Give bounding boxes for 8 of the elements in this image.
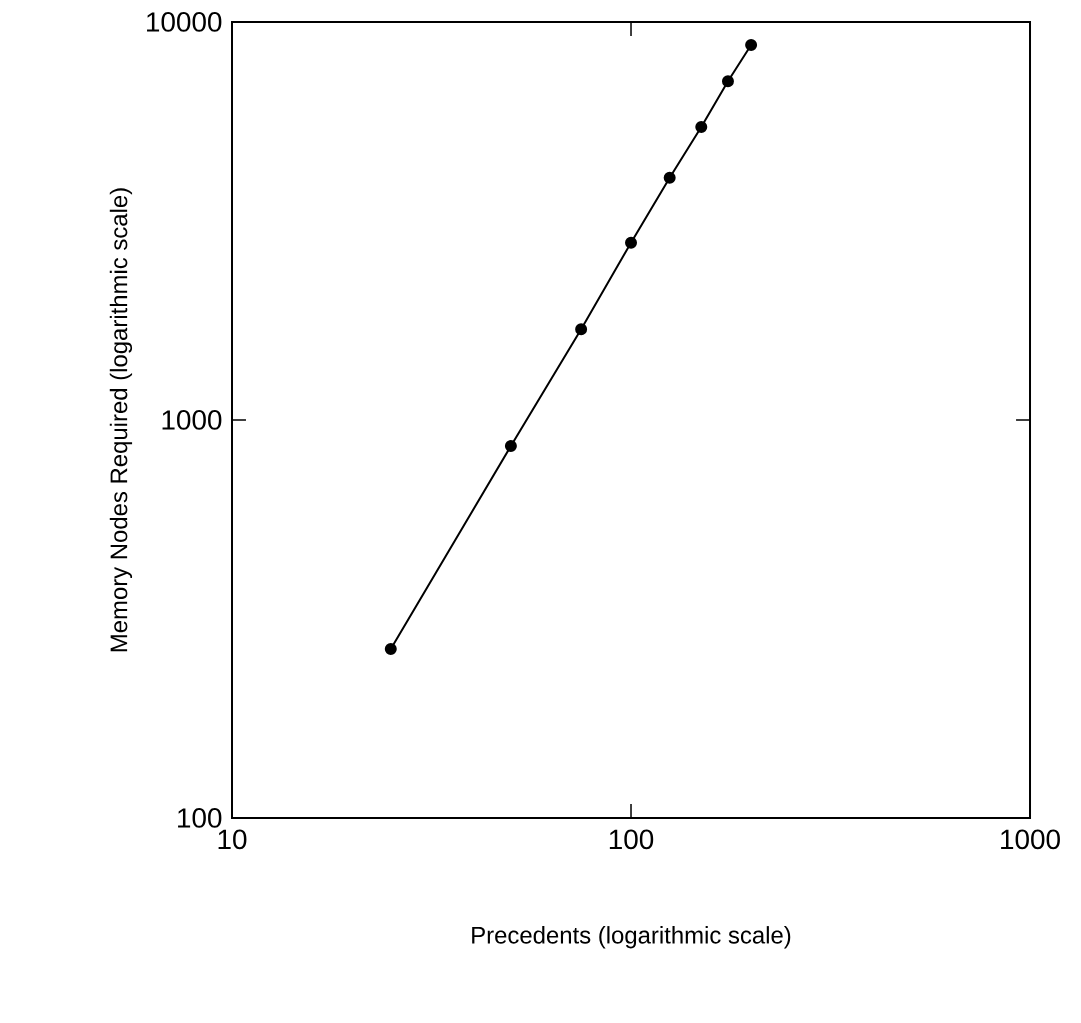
y-tick-label: 100 <box>178 808 222 828</box>
y-tick-label: 10000 <box>147 12 222 32</box>
x-tick-label: 10 <box>218 829 247 850</box>
y-axis-title: Memory Nodes Required (logarithmic scale) <box>109 188 133 652</box>
x-axis-title: Precedents (logarithmic scale) <box>472 926 791 949</box>
x-tick-label: 100 <box>609 829 654 850</box>
x-tick-label: 1000 <box>1001 829 1060 850</box>
y-tick-label: 1000 <box>162 410 222 430</box>
